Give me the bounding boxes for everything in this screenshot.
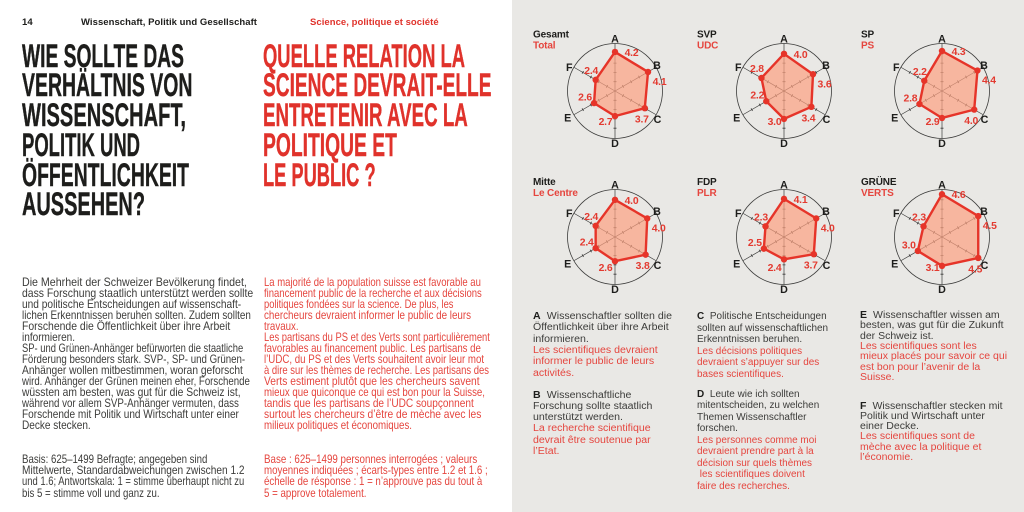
svg-text:2.4: 2.4: [584, 212, 598, 223]
svg-text:2.6: 2.6: [578, 93, 592, 104]
svg-text:Gesamt: Gesamt: [533, 30, 570, 41]
svg-text:D: D: [938, 284, 946, 296]
svg-text:2.3: 2.3: [754, 212, 768, 223]
svg-text:C: C: [981, 260, 989, 272]
svg-text:A: A: [780, 180, 788, 192]
svg-text:3.7: 3.7: [635, 115, 649, 126]
svg-text:Total: Total: [533, 40, 556, 51]
svg-text:F: F: [566, 208, 573, 220]
svg-text:3.1: 3.1: [926, 263, 940, 274]
svg-text:3.0: 3.0: [768, 117, 782, 128]
svg-text:C: C: [654, 114, 662, 126]
svg-text:2.4: 2.4: [768, 263, 782, 274]
svg-text:3.4: 3.4: [801, 113, 815, 124]
svg-text:4.0: 4.0: [625, 196, 639, 207]
svg-text:4.0: 4.0: [821, 223, 835, 234]
svg-text:3.7: 3.7: [804, 261, 818, 272]
svg-text:2.4: 2.4: [580, 238, 594, 249]
svg-text:2.8: 2.8: [904, 94, 918, 105]
svg-text:F: F: [893, 62, 900, 74]
svg-text:4.4: 4.4: [982, 76, 996, 87]
svg-text:E: E: [564, 258, 571, 270]
svg-text:4.6: 4.6: [952, 190, 966, 201]
svg-text:Mitte: Mitte: [533, 177, 556, 188]
svg-text:E: E: [733, 112, 740, 124]
svg-text:A: A: [780, 34, 788, 46]
svg-text:2.2: 2.2: [913, 67, 927, 78]
svg-text:E: E: [564, 112, 571, 124]
svg-text:A: A: [611, 34, 619, 46]
svg-text:B: B: [822, 206, 830, 218]
svg-text:2.5: 2.5: [748, 238, 762, 249]
svg-text:3.0: 3.0: [902, 240, 916, 251]
svg-text:SVP: SVP: [697, 30, 717, 41]
svg-text:D: D: [780, 138, 788, 150]
svg-text:2.2: 2.2: [750, 91, 764, 102]
svg-text:B: B: [653, 60, 661, 72]
svg-text:B: B: [822, 60, 830, 72]
svg-text:3.6: 3.6: [818, 79, 832, 90]
svg-text:B: B: [980, 206, 988, 218]
svg-text:4.5: 4.5: [983, 221, 997, 232]
svg-text:F: F: [735, 62, 742, 74]
svg-text:4.1: 4.1: [653, 77, 667, 88]
svg-text:B: B: [980, 60, 988, 72]
svg-text:D: D: [611, 138, 619, 150]
svg-text:E: E: [891, 112, 898, 124]
svg-text:E: E: [891, 258, 898, 270]
svg-text:3.8: 3.8: [636, 261, 650, 272]
svg-text:A: A: [938, 180, 946, 192]
svg-text:C: C: [823, 114, 831, 126]
svg-text:4.0: 4.0: [964, 116, 978, 127]
svg-text:4.0: 4.0: [652, 223, 666, 234]
svg-text:E: E: [733, 258, 740, 270]
svg-text:PS: PS: [861, 40, 875, 51]
svg-text:4.0: 4.0: [794, 50, 808, 61]
svg-text:2.6: 2.6: [599, 263, 613, 274]
svg-text:C: C: [823, 260, 831, 272]
svg-text:C: C: [654, 260, 662, 272]
svg-text:A: A: [611, 180, 619, 192]
svg-text:SP: SP: [861, 30, 875, 41]
svg-text:4.3: 4.3: [952, 47, 966, 58]
svg-text:UDC: UDC: [697, 40, 718, 51]
svg-text:GRÜNE: GRÜNE: [861, 175, 897, 188]
svg-text:4.2: 4.2: [625, 48, 639, 59]
svg-text:FDP: FDP: [697, 177, 717, 188]
svg-text:2.4: 2.4: [584, 66, 598, 77]
svg-text:D: D: [780, 284, 788, 296]
svg-text:C: C: [981, 114, 989, 126]
svg-text:2.7: 2.7: [599, 117, 613, 128]
svg-text:PLR: PLR: [697, 188, 717, 199]
svg-text:F: F: [893, 208, 900, 220]
svg-text:D: D: [611, 284, 619, 296]
svg-text:F: F: [735, 208, 742, 220]
svg-text:2.8: 2.8: [750, 64, 764, 75]
svg-text:VERTS: VERTS: [861, 188, 894, 199]
svg-text:B: B: [653, 206, 661, 218]
svg-text:A: A: [938, 34, 946, 46]
svg-text:Le Centre: Le Centre: [533, 188, 578, 199]
svg-text:4.1: 4.1: [794, 195, 808, 206]
svg-text:2.3: 2.3: [912, 212, 926, 223]
svg-text:2.9: 2.9: [926, 117, 940, 128]
svg-text:F: F: [566, 62, 573, 74]
svg-text:D: D: [938, 138, 946, 150]
svg-text:4.5: 4.5: [968, 264, 982, 275]
